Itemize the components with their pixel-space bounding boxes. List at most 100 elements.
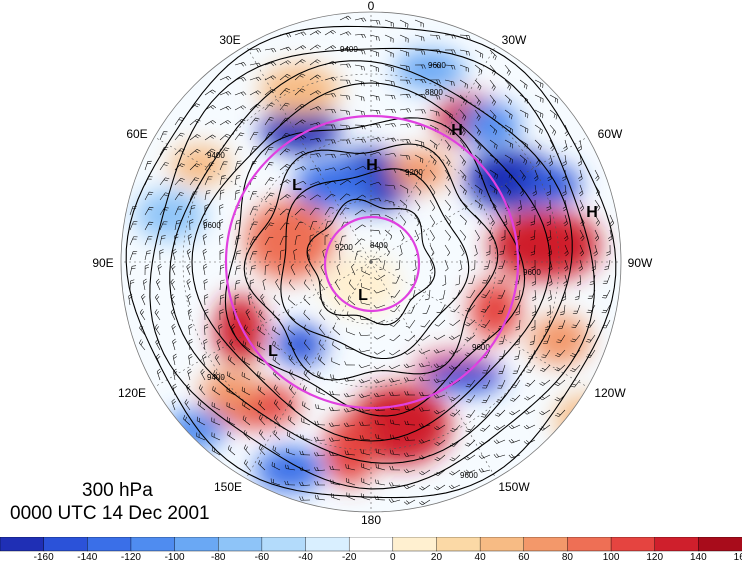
- wind-barb-flag: [229, 356, 232, 361]
- wind-barb-flag: [451, 49, 454, 54]
- wind-barb: [234, 118, 243, 126]
- wind-barb-flag: [242, 415, 245, 420]
- wind-barb-flag: [496, 401, 501, 403]
- wind-barb-flag: [391, 123, 394, 128]
- wind-barb-flag: [287, 464, 289, 470]
- wind-barb: [589, 334, 596, 343]
- wind-barb: [204, 148, 212, 156]
- colorbar-tick-label: -120: [121, 552, 141, 561]
- wind-barb: [273, 373, 281, 381]
- wind-barb: [339, 236, 343, 246]
- wind-barb-flag: [262, 278, 267, 282]
- wind-barb-flag: [421, 423, 424, 427]
- wind-barb-flag: [269, 104, 274, 107]
- wind-barb-flag: [181, 163, 186, 166]
- wind-barb: [444, 214, 452, 223]
- wind-barb-flag: [220, 264, 225, 267]
- wind-barb: [234, 91, 244, 96]
- wind-barb-flag: [361, 111, 363, 116]
- wind-barb-flag: [270, 62, 274, 67]
- wind-barb: [384, 168, 394, 171]
- wind-barb-flag: [564, 238, 569, 242]
- wind-barb-flag: [480, 70, 483, 75]
- wind-barb-flag: [526, 144, 528, 149]
- wind-barb-flag: [406, 500, 410, 504]
- wind-barb-flag: [511, 453, 515, 458]
- low-center: L: [268, 343, 278, 360]
- wind-barb-flag: [210, 121, 214, 125]
- wind-barb: [512, 409, 521, 416]
- wind-barb-flag: [393, 153, 397, 157]
- wind-barb: [579, 184, 584, 194]
- wind-barb: [549, 229, 552, 239]
- wind-barb: [489, 64, 496, 73]
- wind-barb: [294, 166, 304, 171]
- wind-barb: [518, 304, 521, 314]
- wind-barb: [436, 394, 446, 399]
- wind-barb-flag: [419, 487, 423, 491]
- wind-barb-flag: [494, 173, 496, 178]
- wind-barb-flag: [496, 426, 500, 429]
- wind-barb: [279, 88, 287, 96]
- wind-barb: [234, 191, 237, 201]
- wind-barb-flag: [347, 179, 351, 183]
- wind-barb: [369, 137, 379, 141]
- wind-barb-flag: [336, 263, 341, 267]
- wind-barb: [594, 244, 598, 254]
- wind-barb-flag: [572, 338, 577, 341]
- wind-barb-flag: [345, 16, 349, 21]
- wind-barb-flag: [378, 181, 382, 186]
- wind-barb-flag: [480, 190, 483, 195]
- wind-barb: [474, 79, 482, 87]
- wind-barb-flag: [210, 162, 215, 165]
- wind-barb: [444, 124, 452, 132]
- wind-barb: [346, 454, 356, 456]
- wind-barb-flag: [438, 95, 441, 100]
- wind-barb: [156, 281, 161, 291]
- wind-barb-flag: [406, 391, 409, 396]
- wind-barb-flag: [241, 118, 246, 122]
- wind-barb-flag: [434, 473, 439, 476]
- wind-barb: [452, 394, 461, 401]
- wind-barb: [273, 433, 281, 441]
- wind-barb-flag: [227, 355, 230, 360]
- wind-barb-flag: [332, 374, 334, 379]
- wind-barb-flag: [289, 417, 292, 421]
- wind-barb-flag: [564, 235, 568, 239]
- wind-barb-flag: [172, 353, 177, 357]
- wind-barb-flag: [495, 130, 498, 135]
- wind-barb-flag: [589, 283, 594, 285]
- wind-barb: [241, 375, 251, 381]
- wind-barb-flag: [490, 220, 494, 224]
- wind-barb-flag: [375, 479, 377, 484]
- wind-barb-flag: [421, 362, 424, 367]
- anomaly-patch: [260, 108, 340, 152]
- wind-barb-flag: [515, 311, 520, 313]
- wind-barb: [502, 334, 506, 344]
- wind-barb-flag: [555, 355, 560, 357]
- wind-barb: [414, 184, 422, 192]
- wind-barb-flag: [189, 341, 193, 344]
- wind-barb-flag: [231, 323, 235, 327]
- wind-barb-flag: [406, 80, 409, 84]
- wind-barb: [406, 379, 416, 382]
- wind-barb-flag: [300, 167, 304, 171]
- wind-barb: [189, 149, 198, 156]
- wind-barb-flag: [432, 159, 435, 164]
- wind-barb: [339, 179, 348, 186]
- wind-barb: [272, 359, 281, 366]
- wind-barb-flag: [563, 146, 567, 149]
- wind-barb: [504, 169, 513, 176]
- wind-barb-flag: [541, 410, 545, 414]
- wind-barb: [574, 379, 581, 388]
- wind-barb: [369, 181, 379, 186]
- wind-barb-flag: [427, 283, 432, 287]
- wind-barb: [516, 364, 521, 374]
- wind-barb-flag: [217, 341, 221, 345]
- wind-barb: [579, 169, 583, 179]
- wind-barb: [399, 169, 409, 173]
- wind-barb-flag: [201, 371, 205, 375]
- wind-barb-flag: [179, 192, 184, 194]
- wind-barb: [129, 251, 134, 261]
- wind-barb: [489, 199, 497, 207]
